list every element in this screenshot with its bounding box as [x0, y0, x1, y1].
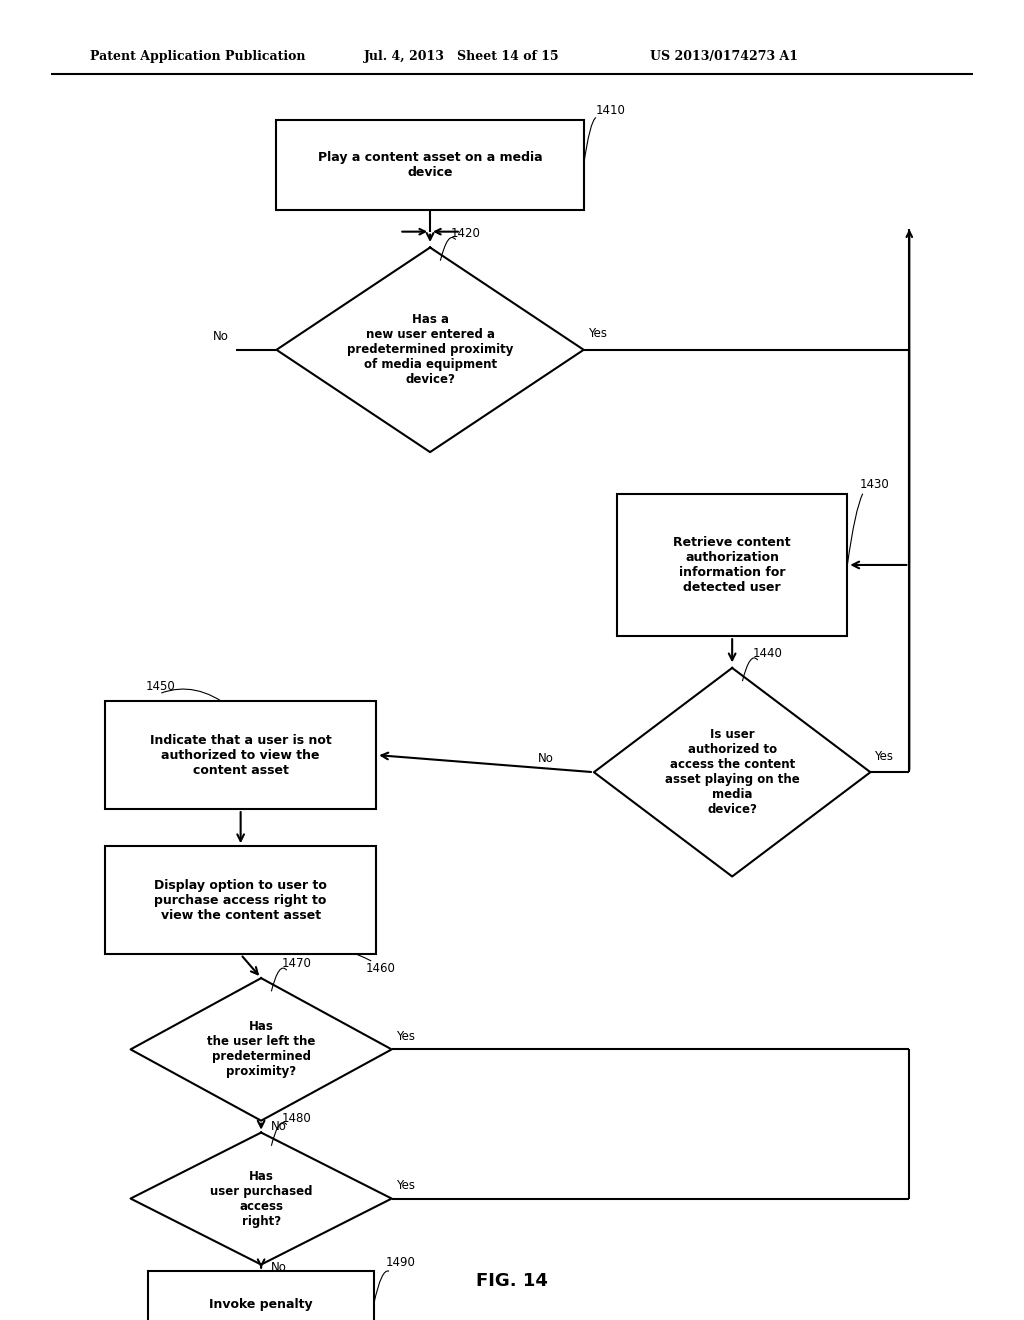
- Text: 1410: 1410: [596, 104, 626, 117]
- Text: US 2013/0174273 A1: US 2013/0174273 A1: [650, 50, 799, 63]
- Text: No: No: [271, 1262, 288, 1274]
- Text: Jul. 4, 2013   Sheet 14 of 15: Jul. 4, 2013 Sheet 14 of 15: [364, 50, 559, 63]
- Text: Is user
authorized to
access the content
asset playing on the
media
device?: Is user authorized to access the content…: [665, 729, 800, 816]
- Text: 1420: 1420: [451, 227, 480, 240]
- Text: Has
the user left the
predetermined
proximity?: Has the user left the predetermined prox…: [207, 1020, 315, 1078]
- FancyBboxPatch shape: [616, 494, 847, 636]
- Text: 1470: 1470: [282, 957, 311, 970]
- Text: 1480: 1480: [282, 1111, 311, 1125]
- Text: Yes: Yes: [874, 750, 894, 763]
- Text: Indicate that a user is not
authorized to view the
content asset: Indicate that a user is not authorized t…: [150, 734, 332, 776]
- Text: Invoke penalty: Invoke penalty: [209, 1298, 313, 1311]
- Text: No: No: [213, 330, 229, 343]
- FancyBboxPatch shape: [104, 701, 377, 809]
- Text: 1460: 1460: [367, 962, 396, 975]
- Text: FIG. 14: FIG. 14: [476, 1272, 548, 1291]
- Text: 1430: 1430: [860, 478, 890, 491]
- FancyBboxPatch shape: [148, 1271, 374, 1320]
- Text: Yes: Yes: [395, 1179, 415, 1192]
- FancyBboxPatch shape: [276, 120, 584, 210]
- Text: Has
user purchased
access
right?: Has user purchased access right?: [210, 1170, 312, 1228]
- Text: Play a content asset on a media
device: Play a content asset on a media device: [317, 150, 543, 180]
- Text: 1490: 1490: [386, 1255, 416, 1269]
- Text: Yes: Yes: [588, 327, 607, 341]
- Text: Display option to user to
purchase access right to
view the content asset: Display option to user to purchase acces…: [155, 879, 327, 921]
- Text: Has a
new user entered a
predetermined proximity
of media equipment
device?: Has a new user entered a predetermined p…: [347, 313, 513, 387]
- Text: Retrieve content
authorization
information for
detected user: Retrieve content authorization informati…: [674, 536, 791, 594]
- Text: 1440: 1440: [753, 647, 782, 660]
- Text: No: No: [271, 1121, 288, 1133]
- Text: Yes: Yes: [395, 1030, 415, 1043]
- Text: Patent Application Publication: Patent Application Publication: [90, 50, 305, 63]
- Text: No: No: [538, 752, 554, 766]
- Text: 1450: 1450: [145, 680, 176, 693]
- FancyBboxPatch shape: [104, 846, 377, 954]
